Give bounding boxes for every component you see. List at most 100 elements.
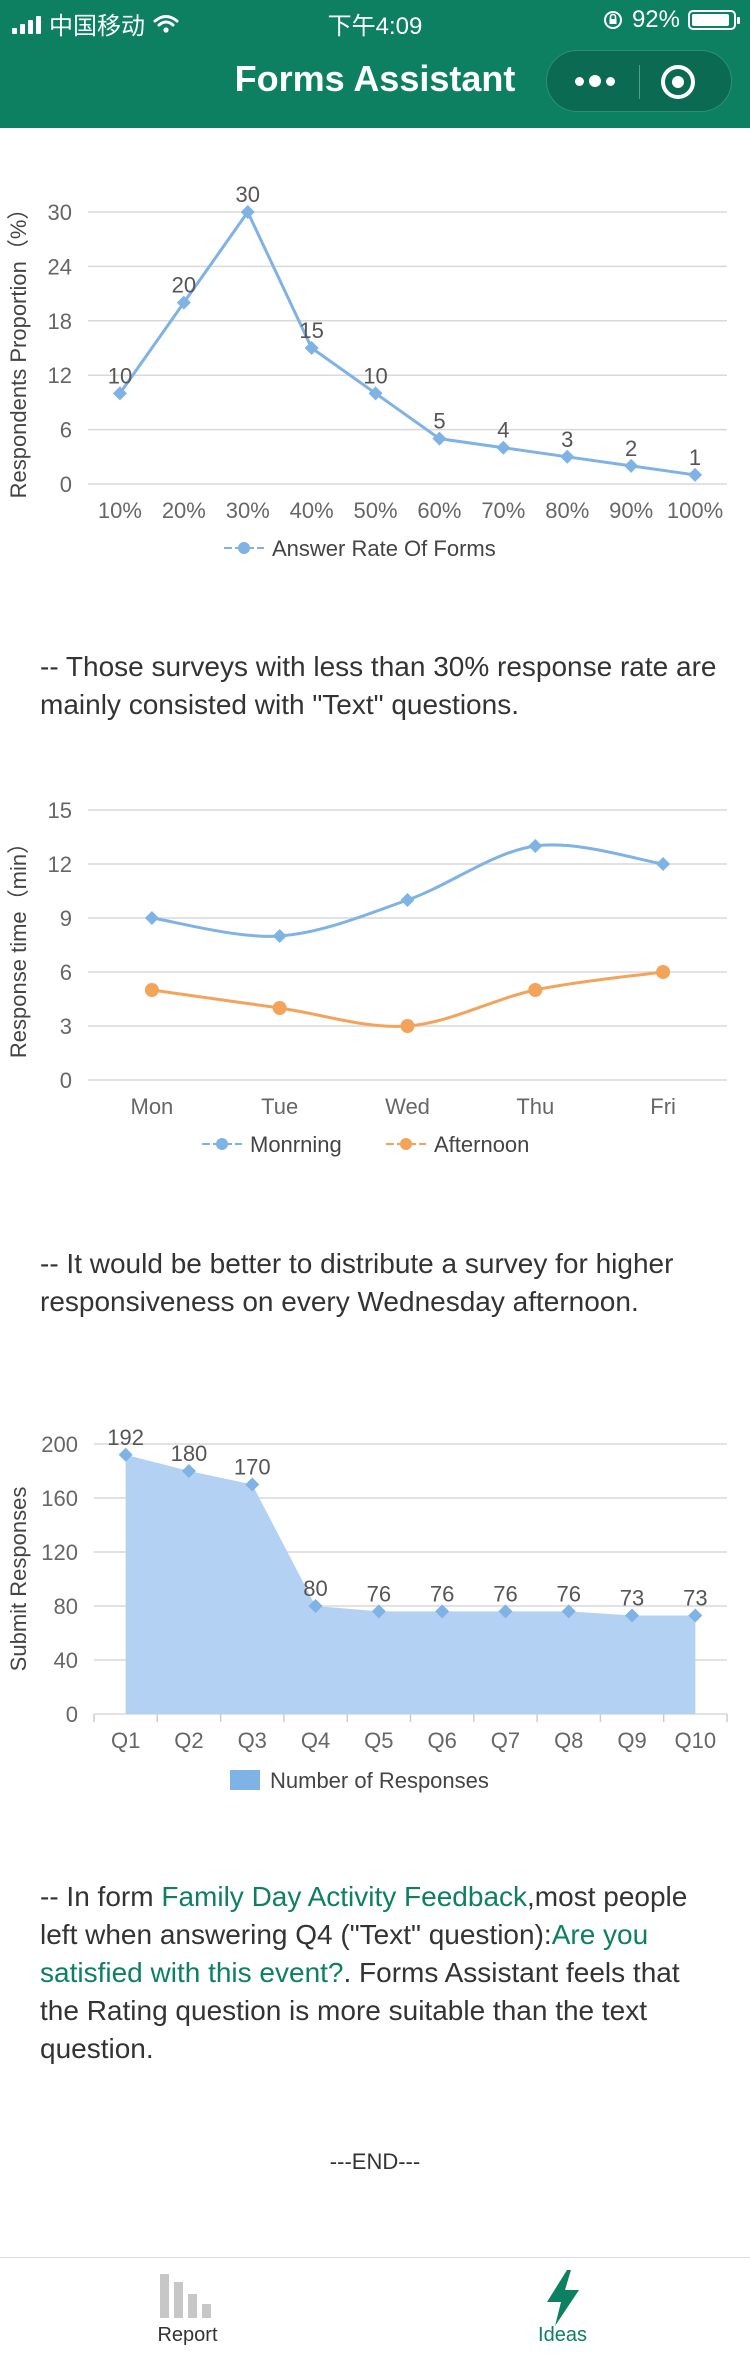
nav-bar: Forms Assistant (0, 40, 750, 128)
x-tick-label: 90% (609, 498, 653, 523)
x-tick-label: 20% (162, 498, 206, 523)
y-tick-label: 12 (48, 363, 72, 388)
data-point (688, 467, 703, 482)
y-tick-label: 9 (60, 906, 72, 931)
data-point (308, 1599, 323, 1613)
x-tick-label: Q7 (491, 1728, 520, 1753)
y-tick-label: 30 (48, 200, 72, 225)
data-point (625, 1608, 640, 1623)
x-tick-label: Q10 (675, 1728, 717, 1753)
y-tick-label: 0 (60, 1068, 72, 1093)
y-tick-label: 0 (60, 472, 72, 497)
data-label: 10 (108, 363, 132, 388)
x-tick-label: Q1 (111, 1728, 140, 1753)
x-tick-label: 50% (354, 498, 398, 523)
y-axis-label: Respondents Proportion（%） (6, 198, 31, 499)
data-point (435, 1604, 450, 1619)
data-label: 2 (625, 436, 637, 461)
data-label: 15 (299, 318, 323, 343)
data-label: 4 (497, 418, 509, 443)
data-point (498, 1604, 513, 1619)
legend-label: Afternoon (434, 1132, 529, 1157)
x-tick-label: Q5 (364, 1728, 393, 1753)
x-tick-label: Q9 (617, 1728, 646, 1753)
data-label: 192 (107, 1425, 144, 1450)
end-marker: ---END--- (329, 2149, 421, 2174)
legend-marker (238, 542, 250, 554)
data-point (144, 983, 159, 997)
data-point (528, 983, 543, 997)
x-tick-label: 60% (417, 498, 461, 523)
data-point (400, 1019, 415, 1033)
data-point (496, 440, 511, 455)
data-point (118, 1447, 133, 1462)
x-tick-label: Fri (650, 1094, 676, 1119)
form-name-link[interactable]: Family Day Activity Feedback (161, 1881, 528, 1912)
status-right: 92% (602, 6, 740, 34)
status-bar: 中国移动 下午4:09 92% (0, 0, 750, 40)
x-tick-label: Q2 (174, 1728, 203, 1753)
legend-marker (216, 1138, 228, 1150)
insight-third-mid: ,most people left when answering Q4 ("Te… (40, 1881, 688, 1950)
x-tick-label: Thu (516, 1094, 554, 1119)
submit-responses-chart-svg: 0 40 80 120 160 200 Q1 Q2 Q3 Q4 Q5 Q6 Q7 Q8 Q9 Q10 Submi… (6, 1425, 728, 1793)
insight-third-prefix: -- In form (40, 1881, 162, 1912)
data-label: 76 (367, 1581, 391, 1606)
data-point (432, 431, 447, 446)
data-label: 76 (557, 1581, 581, 1606)
data-label: 73 (683, 1585, 707, 1610)
y-tick-label: 6 (60, 418, 72, 443)
more-icon[interactable] (573, 73, 617, 89)
tab-ideas-label: Ideas (538, 2324, 587, 2346)
x-tick-label: 10% (98, 498, 142, 523)
legend-swatch (230, 1770, 260, 1790)
status-time: 下午4:09 (327, 13, 423, 40)
data-label: 10 (363, 363, 387, 388)
data-point (656, 857, 671, 871)
y-tick-label: 80 (54, 1594, 78, 1619)
data-label: 3 (561, 427, 573, 452)
x-tick-label: 100% (667, 498, 723, 523)
x-tick-label: 30% (226, 498, 270, 523)
y-tick-label: 12 (48, 852, 72, 877)
battery-percent: 92% (631, 6, 680, 33)
data-label: 80 (303, 1576, 327, 1601)
data-point (371, 1604, 386, 1619)
series-line (151, 843, 664, 938)
data-point (688, 1608, 703, 1623)
data-label: 180 (171, 1441, 208, 1466)
signal-icon (12, 14, 41, 34)
data-label: 30 (236, 182, 260, 207)
data-point (272, 1001, 287, 1015)
insight-third-suffix: . Forms Assistant feels that the Rating … (40, 1957, 680, 2064)
insight-third: -- In form Family Day Activity Feedback,… (40, 1878, 720, 2068)
legend-marker (400, 1138, 412, 1150)
y-axis-label: Response time（min） (6, 832, 31, 1058)
x-tick-label: 40% (290, 498, 334, 523)
wifi-icon (153, 14, 179, 33)
x-tick-label: Q3 (238, 1728, 267, 1753)
battery-icon (688, 10, 740, 30)
legend-label: Number of Responses (270, 1768, 489, 1793)
y-tick-label: 15 (48, 798, 72, 823)
insight-first: -- Those surveys with less than 30% resp… (40, 651, 717, 720)
tab-ideas[interactable]: Ideas (375, 2258, 750, 2356)
orientation-lock-icon (603, 11, 622, 29)
page-title: Forms Assistant (234, 58, 516, 99)
data-label: 1 (689, 445, 701, 470)
data-point (528, 839, 543, 853)
y-tick-label: 6 (60, 960, 72, 985)
y-tick-label: 120 (41, 1540, 78, 1565)
data-label: 20 (172, 273, 196, 298)
response-time-chart: 0 3 6 9 12 15 Mon Tue Wed Thu Fri Response time（min… (0, 790, 750, 1170)
x-tick-label: 70% (481, 498, 525, 523)
close-icon[interactable] (661, 65, 695, 99)
y-tick-label: 0 (66, 1702, 78, 1727)
submit-responses-chart: 0 40 80 120 160 200 Q1 Q2 Q3 Q4 Q5 Q6 Q7 Q8 Q9 Q10 Submi… (0, 1420, 750, 1810)
data-point (304, 341, 319, 355)
tab-bar: Report Ideas (0, 2257, 750, 2356)
y-tick-label: 160 (41, 1486, 78, 1511)
y-tick-label: 200 (41, 1432, 78, 1457)
tab-report[interactable]: Report (0, 2258, 375, 2356)
question-link[interactable]: Are you satisfied with this event? (40, 1919, 649, 1988)
